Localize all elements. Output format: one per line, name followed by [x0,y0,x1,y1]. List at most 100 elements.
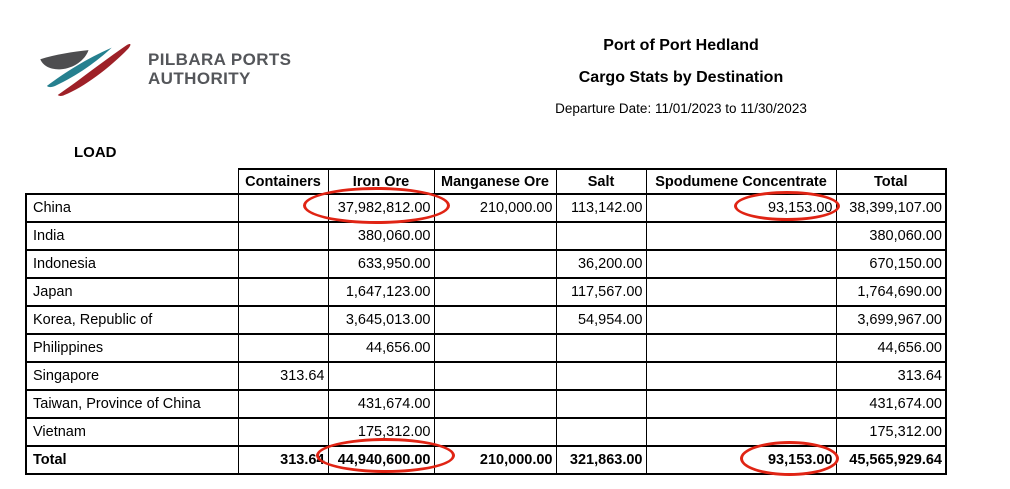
column-header: Manganese Ore [433,168,557,195]
value-cell: 3,699,967.00 [835,305,947,335]
value-cell [433,277,557,307]
value-cell [555,361,647,391]
value-cell: 54,954.00 [555,305,647,335]
value-cell: 36,200.00 [555,249,647,279]
value-cell [555,417,647,447]
table-header-row: Containers Iron Ore Manganese Ore Salt Spodu… [26,168,947,195]
value-cell: 313.64 [237,361,329,391]
departure-date-range: Departure Date: 11/01/2023 to 11/30/2023 [555,101,807,116]
value-cell [237,249,329,279]
value-cell [645,417,837,447]
value-cell: 380,060.00 [835,221,947,251]
pilbara-ports-logo-icon [40,43,131,96]
column-header: Salt [555,168,647,195]
table-row: Philippines 44,656.00 44,656.00 [25,333,947,363]
table-row: Japan 1,647,123.00 117,567.00 1,764,690.00 [25,277,947,307]
logo-wordmark-line2: AUTHORITY [148,69,251,88]
value-cell [555,389,647,419]
value-cell [237,221,329,251]
table-row: Taiwan, Province of China 431,674.00 431,6… [25,389,947,419]
value-cell [433,417,557,447]
value-cell: 93,153.00 [645,445,837,475]
logo-wordmark-line1: PILBARA PORTS [148,50,292,69]
destination-cell: Korea, Republic of [25,305,239,335]
load-section-label: LOAD [74,144,117,161]
column-header: Total [835,168,947,195]
value-cell [433,249,557,279]
destination-cell: Japan [25,277,239,307]
value-cell [645,333,837,363]
value-cell [645,361,837,391]
destination-cell: Taiwan, Province of China [25,389,239,419]
value-cell: 93,153.00 [645,193,837,223]
value-cell: 633,950.00 [327,249,435,279]
value-cell: 44,656.00 [327,333,435,363]
destination-cell: Singapore [25,361,239,391]
table-row: China 37,982,812.00 210,000.00 113,142.00 93… [25,193,947,223]
report-title: Cargo Stats by Destination [578,69,784,86]
value-cell: 210,000.00 [433,193,557,223]
table-row: Indonesia 633,950.00 36,200.00 670,150.00 [25,249,947,279]
logo-hull-shape [40,50,89,70]
value-cell: 210,000.00 [433,445,557,475]
value-cell: 380,060.00 [327,221,435,251]
table-header: Containers Iron Ore Manganese Ore Salt Spodu… [26,168,947,195]
table-row: Vietnam 175,312.00 175,312.00 [25,417,947,447]
value-cell: 1,764,690.00 [835,277,947,307]
cargo-stats-table: Containers Iron Ore Manganese Ore Salt Spodu… [25,168,947,475]
logo-teal-swoosh [46,47,112,88]
value-cell: 37,982,812.00 [327,193,435,223]
value-cell: 44,940,600.00 [327,445,435,475]
total-row: Total 313.64 44,940,600.00 210,000.00 321,86… [25,445,947,475]
value-cell: 175,312.00 [835,417,947,447]
column-header: Iron Ore [327,168,435,195]
value-cell: 38,399,107.00 [835,193,947,223]
value-cell [237,193,329,223]
value-cell: 1,647,123.00 [327,277,435,307]
value-cell: 113,142.00 [555,193,647,223]
value-cell: 431,674.00 [327,389,435,419]
destination-cell: Indonesia [25,249,239,279]
column-header-blank [26,169,238,194]
logo-red-swoosh [57,43,131,96]
value-cell [237,277,329,307]
logo-wordmark: PILBARA PORTS AUTHORITY [148,50,291,88]
value-cell [555,221,647,251]
value-cell [433,305,557,335]
column-header: Containers [237,168,329,195]
value-cell: 313.64 [237,445,329,475]
table-row: Korea, Republic of 3,645,013.00 54,954.00 3… [25,305,947,335]
value-cell: 175,312.00 [327,417,435,447]
column-header: Spodumene Concentrate [645,168,837,195]
value-cell [433,221,557,251]
value-cell [237,333,329,363]
value-cell: 117,567.00 [555,277,647,307]
value-cell [645,277,837,307]
value-cell [645,221,837,251]
value-cell [645,389,837,419]
value-cell [237,305,329,335]
value-cell [433,361,557,391]
value-cell [433,389,557,419]
destination-cell: China [25,193,239,223]
value-cell [433,333,557,363]
table-row: India 380,060.00 380,060.00 [25,221,947,251]
value-cell [645,305,837,335]
value-cell: 313.64 [835,361,947,391]
value-cell: 431,674.00 [835,389,947,419]
value-cell: 3,645,013.00 [327,305,435,335]
value-cell: 45,565,929.64 [835,445,947,475]
table-body: China 37,982,812.00 210,000.00 113,142.00 93… [25,193,947,475]
value-cell [645,249,837,279]
port-title: Port of Port Hedland [603,37,759,54]
value-cell [237,389,329,419]
value-cell [555,333,647,363]
value-cell: 321,863.00 [555,445,647,475]
destination-cell: India [25,221,239,251]
value-cell: 670,150.00 [835,249,947,279]
destination-cell: Total [25,445,239,475]
destination-cell: Vietnam [25,417,239,447]
value-cell [327,361,435,391]
destination-cell: Philippines [25,333,239,363]
